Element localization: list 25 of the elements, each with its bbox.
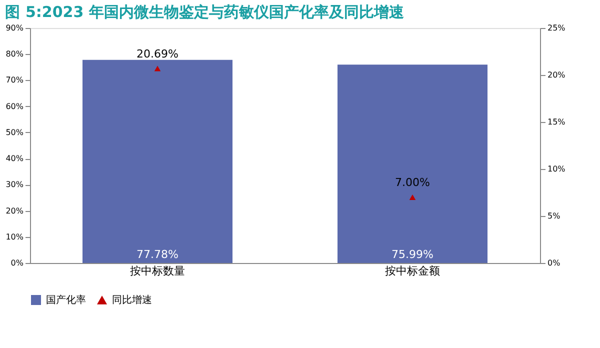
y-tick-label: 70%	[6, 76, 24, 85]
x-tick-label: 按中标数量	[130, 264, 185, 278]
y-tick-label: 50%	[6, 128, 24, 137]
y-tick-label: 30%	[6, 180, 24, 190]
data-label: 7.00%	[395, 176, 430, 190]
y2-tick-label: 15%	[548, 118, 566, 126]
y2-tick-label: 20%	[548, 70, 566, 80]
y2-tick-label: 5%	[548, 212, 561, 220]
y-tick-label: 20%	[6, 206, 24, 216]
y-tick-label: 80%	[6, 50, 24, 59]
y2-tick-label: 10%	[548, 164, 566, 174]
y2-tick-label: 0%	[548, 258, 561, 268]
data-label: 77.78%	[136, 248, 178, 261]
y-tick-label: 60%	[6, 102, 24, 111]
x-tick-label: 按中标金额	[385, 264, 440, 278]
data-label: 75.99%	[392, 248, 434, 261]
y-tick-label: 90%	[6, 24, 24, 32]
legend-label: 国产化率	[46, 294, 86, 306]
y2-tick-label: 25%	[548, 24, 566, 32]
y-tick-label: 0%	[10, 258, 24, 268]
y-tick-label: 10%	[6, 232, 24, 242]
data-label: 20.69%	[136, 48, 178, 61]
legend-label: 同比增速	[112, 294, 152, 306]
y-tick-label: 40%	[6, 154, 24, 164]
chart-title: 图 5:2023 年国内微生物鉴定与药敏仪国产化率及同比增速	[5, 3, 405, 21]
